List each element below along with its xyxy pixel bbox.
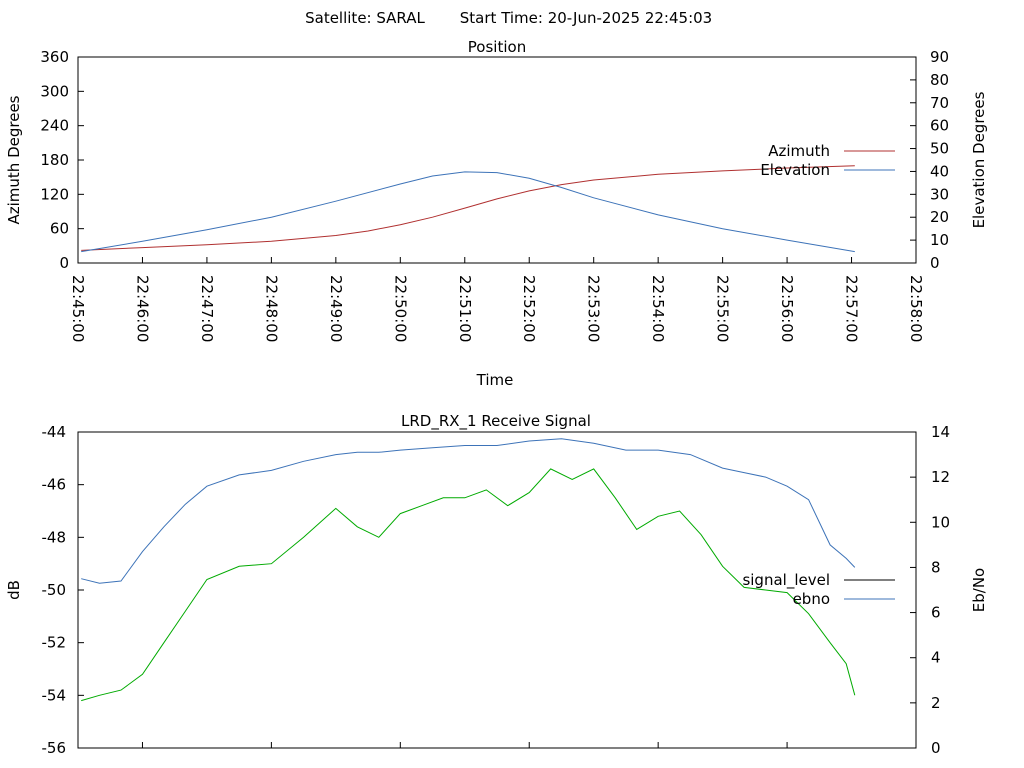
azimuth-series-line — [81, 165, 855, 251]
position-plot-frame — [77, 56, 917, 264]
position-y2-tick-label: 20 — [930, 208, 949, 226]
position-ylabel: Azimuth Degrees — [5, 95, 23, 224]
position-x-tick-label: 22:58:00 — [907, 275, 925, 342]
position-x-tick-label: 22:46:00 — [133, 275, 151, 342]
position-y-tick-label: 360 — [40, 48, 69, 66]
position-y2-tick-label: 80 — [930, 71, 949, 89]
signal-title: LRD_RX_1 Receive Signal — [401, 412, 591, 431]
position-y-tick-label: 120 — [40, 185, 69, 203]
position-y2-tick-label: 10 — [930, 231, 949, 249]
signal-y-tick-label: -52 — [42, 634, 67, 652]
signal-y2label: Eb/No — [970, 568, 988, 612]
position-y2-tick-label: 90 — [930, 48, 949, 66]
signal-legend-label: signal_level — [742, 571, 830, 590]
position-y-tick-label: 180 — [40, 151, 69, 169]
signal-y-tick-label: -46 — [42, 476, 67, 494]
signal-legend-label: ebno — [793, 590, 830, 608]
signal-y2-tick-label: 0 — [931, 739, 941, 757]
signal-ylabel: dB — [5, 580, 23, 600]
position-y-tick-label: 240 — [40, 117, 69, 135]
position-y2-tick-label: 40 — [930, 162, 949, 180]
position-x-tick-label: 22:51:00 — [456, 275, 474, 342]
signal-y-tick-label: -44 — [42, 423, 67, 441]
signal-y2-tick-label: 4 — [931, 649, 941, 667]
satellite-label: Satellite: SARAL — [305, 9, 425, 27]
signal-y-tick-label: -56 — [42, 739, 67, 757]
position-title: Position — [468, 38, 526, 56]
signal-y2-tick-label: 12 — [931, 468, 950, 486]
signal-plot-frame — [77, 431, 917, 749]
signal-y2-tick-label: 8 — [931, 558, 941, 576]
signal-y-tick-label: -50 — [42, 581, 67, 599]
position-x-tick-label: 22:45:00 — [69, 275, 87, 342]
position-y2-tick-label: 60 — [930, 117, 949, 135]
position-x-tick-label: 22:56:00 — [778, 275, 796, 342]
signal-y2-tick-label: 14 — [931, 423, 950, 441]
position-y2-tick-label: 50 — [930, 140, 949, 158]
position-chart: Position Azimuth Degrees Elevation Degre… — [5, 38, 988, 389]
elevation-series-line — [81, 171, 855, 253]
position-x-tick-label: 22:49:00 — [327, 275, 345, 342]
position-y-tick-label: 60 — [50, 220, 69, 238]
position-x-tick-label: 22:53:00 — [585, 275, 603, 342]
position-x-tick-label: 22:48:00 — [262, 275, 280, 342]
signal-chart: LRD_RX_1 Receive Signal dB Eb/No -56 -54 -… — [5, 412, 988, 757]
position-x-tick-label: 22:57:00 — [843, 275, 861, 342]
signal-y2-tick-label: 10 — [931, 513, 950, 531]
start-time-label: Start Time: 20-Jun-2025 22:45:03 — [460, 9, 712, 27]
signal-y2-tick-label: 2 — [931, 694, 941, 712]
position-x-tick-label: 22:47:00 — [198, 275, 216, 342]
position-legend-label: Elevation — [760, 161, 830, 179]
ebno-series-line — [81, 438, 856, 584]
position-y2-tick-label: 70 — [930, 94, 949, 112]
position-x-tick-label: 22:54:00 — [649, 275, 667, 342]
position-y-tick-label: 0 — [59, 254, 69, 272]
position-x-tick-label: 22:52:00 — [520, 275, 538, 342]
position-y2-tick-label: 30 — [930, 185, 949, 203]
signal-y-tick-label: -48 — [42, 528, 67, 546]
position-y2label: Elevation Degrees — [970, 91, 988, 228]
signal-y2-tick-label: 6 — [931, 604, 941, 622]
position-y2-tick-label: 0 — [930, 254, 940, 272]
signal-level-series-line — [81, 468, 856, 702]
position-y-tick-label: 300 — [40, 82, 69, 100]
position-x-tick-label: 22:50:00 — [391, 275, 409, 342]
position-legend-label: Azimuth — [768, 142, 830, 160]
position-xlabel: Time — [476, 371, 514, 389]
signal-y-tick-label: -54 — [42, 686, 67, 704]
position-x-tick-label: 22:55:00 — [714, 275, 732, 342]
